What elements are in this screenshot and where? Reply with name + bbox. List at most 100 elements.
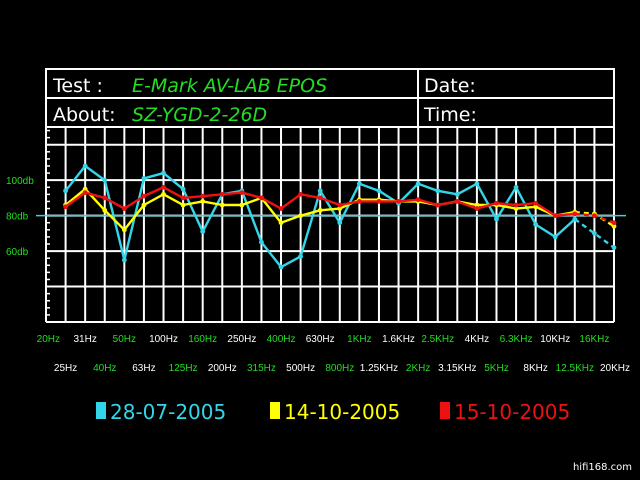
x-tick-label: 250Hz xyxy=(227,334,256,345)
series-15-10-2005 xyxy=(63,184,617,226)
x-tick-label: 40Hz xyxy=(93,363,116,374)
data-point xyxy=(317,207,323,213)
legend-swatch xyxy=(96,402,106,419)
x-tick-label: 2KHz xyxy=(406,363,430,374)
y-tick-label: 60db xyxy=(6,247,29,258)
data-point xyxy=(494,200,499,206)
x-tick-label: 500Hz xyxy=(286,363,315,374)
data-point xyxy=(161,184,166,190)
x-tick-label: 1.25KHz xyxy=(360,363,398,374)
date-label: Date: xyxy=(424,75,476,97)
data-point xyxy=(278,206,284,211)
x-tick-label: 50Hz xyxy=(113,334,136,345)
data-point xyxy=(552,234,558,240)
data-point xyxy=(102,195,108,201)
x-tick-label: 6.3KHz xyxy=(500,334,533,345)
data-point xyxy=(611,223,617,229)
data-point xyxy=(82,186,88,192)
y-tick-label: 80db xyxy=(6,212,29,223)
test-value: E-Mark AV-LAB EPOS xyxy=(132,75,327,97)
data-point xyxy=(513,184,519,190)
data-point xyxy=(592,213,597,219)
data-point xyxy=(180,195,186,201)
data-point xyxy=(200,193,206,199)
data-point xyxy=(219,202,225,208)
x-tick-label: 800Hz xyxy=(325,363,354,374)
x-tick-label: 100Hz xyxy=(149,334,178,345)
data-point xyxy=(82,190,88,195)
data-point xyxy=(63,204,68,210)
data-point xyxy=(317,195,323,201)
data-point xyxy=(474,181,480,187)
data-point xyxy=(219,191,225,197)
data-point xyxy=(533,204,539,210)
data-point xyxy=(141,176,147,181)
data-point xyxy=(317,188,323,194)
data-point xyxy=(494,216,499,222)
data-point xyxy=(102,207,108,213)
y-axis-labels: 100db 80db 60db xyxy=(6,176,34,258)
about-value: SZ-YGD-2-26D xyxy=(132,104,267,126)
data-point xyxy=(356,181,362,187)
x-tick-label: 31Hz xyxy=(73,334,96,345)
x-tick-label: 16KHz xyxy=(579,334,609,345)
legend-swatch xyxy=(270,402,280,419)
data-point xyxy=(376,188,382,194)
data-point xyxy=(435,188,441,194)
data-point xyxy=(121,227,127,233)
data-point xyxy=(454,199,460,204)
data-point xyxy=(611,220,617,226)
data-point xyxy=(180,186,186,192)
data-point xyxy=(572,216,578,222)
x-tick-label: 1.6KHz xyxy=(382,334,415,345)
x-tick-label: 12.5KHz xyxy=(556,363,594,374)
series-line-dashed xyxy=(574,218,615,249)
data-point xyxy=(533,222,539,227)
x-tick-label: 125Hz xyxy=(169,363,198,374)
data-point xyxy=(298,213,304,219)
data-point xyxy=(474,206,480,211)
legend-label: 28-07-2005 xyxy=(110,400,226,424)
data-point xyxy=(278,220,284,226)
header-panel xyxy=(45,68,615,128)
data-point xyxy=(415,181,421,187)
x-tick-label: 200Hz xyxy=(208,363,237,374)
about-label: About: xyxy=(53,104,116,126)
data-point xyxy=(298,254,304,259)
data-point xyxy=(259,195,264,201)
x-tick-label: 4KHz xyxy=(465,334,489,345)
data-point xyxy=(82,163,88,169)
data-point xyxy=(239,190,245,195)
legend-label: 15-10-2005 xyxy=(454,400,570,424)
data-point xyxy=(298,191,304,197)
x-tick-label: 5KHz xyxy=(484,363,508,374)
data-point xyxy=(376,199,382,204)
plot-area xyxy=(36,127,626,323)
data-point xyxy=(161,170,166,176)
data-point xyxy=(200,199,206,204)
x-tick-label: 63Hz xyxy=(132,363,155,374)
x-tick-label: 315Hz xyxy=(247,363,276,374)
data-point xyxy=(592,230,597,236)
x-tick-label: 8KHz xyxy=(523,363,547,374)
test-label: Test : xyxy=(52,75,103,97)
legend-label: 14-10-2005 xyxy=(284,400,400,424)
x-tick-label: 160Hz xyxy=(188,334,217,345)
watermark: hifi168.com xyxy=(573,462,632,473)
data-point xyxy=(278,264,284,270)
data-point xyxy=(356,199,362,204)
data-point xyxy=(533,200,539,206)
y-tick-label: 100db xyxy=(6,176,34,187)
data-point xyxy=(396,199,401,204)
data-point xyxy=(102,177,108,183)
data-point xyxy=(121,206,127,211)
x-tick-label: 3.15KHz xyxy=(438,363,476,374)
x-tick-label: 1KHz xyxy=(347,334,371,345)
data-point xyxy=(200,229,206,234)
data-point xyxy=(121,257,127,263)
data-point xyxy=(141,202,147,208)
data-point xyxy=(161,191,166,197)
data-point xyxy=(180,202,186,208)
x-tick-label: 400Hz xyxy=(267,334,296,345)
